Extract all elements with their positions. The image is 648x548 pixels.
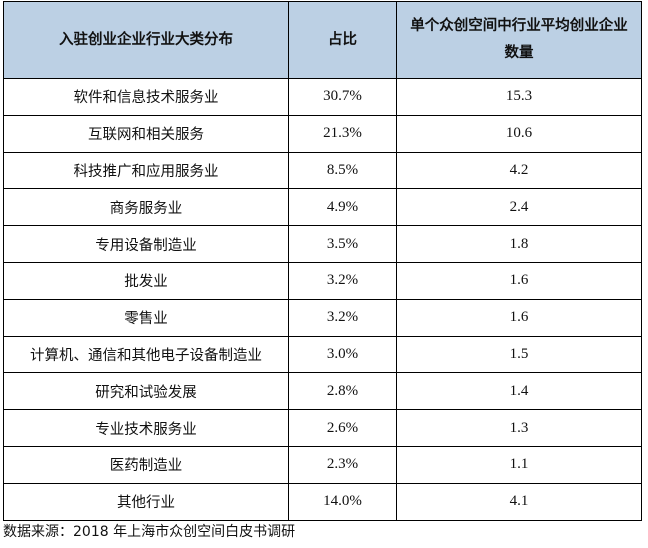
cell-avg: 2.4 <box>396 188 642 227</box>
table-row: 批发业 3.2% 1.6 <box>3 261 642 300</box>
cell-avg: 1.5 <box>396 335 642 374</box>
table-row: 专用设备制造业 3.5% 1.8 <box>3 225 642 263</box>
cell-avg: 4.1 <box>396 482 642 521</box>
table-header-row: 入驻创业企业行业大类分布 占比 单个众创空间中行业平均创业企业数量 <box>3 1 642 79</box>
cell-avg: 10.6 <box>396 114 642 153</box>
cell-share: 3.2% <box>288 261 397 300</box>
header-industry: 入驻创业企业行业大类分布 <box>3 1 289 79</box>
industry-distribution-table: 入驻创业企业行业大类分布 占比 单个众创空间中行业平均创业企业数量 软件和信息技… <box>3 1 642 521</box>
cell-industry: 其他行业 <box>3 482 289 521</box>
cell-avg: 1.1 <box>396 445 642 484</box>
table-row: 医药制造业 2.3% 1.1 <box>3 445 642 484</box>
header-share: 占比 <box>288 1 397 79</box>
cell-share: 21.3% <box>288 114 397 153</box>
cell-industry: 批发业 <box>3 261 289 300</box>
table-row: 计算机、通信和其他电子设备制造业 3.0% 1.5 <box>3 335 642 374</box>
header-avg-count: 单个众创空间中行业平均创业企业数量 <box>396 1 642 79</box>
table-row: 其他行业 14.0% 4.1 <box>3 482 642 521</box>
cell-avg: 1.3 <box>396 409 642 447</box>
table-row: 研究和试验发展 2.8% 1.4 <box>3 372 642 411</box>
table-row: 零售业 3.2% 1.6 <box>3 298 642 337</box>
cell-industry: 软件和信息技术服务业 <box>3 78 289 116</box>
cell-share: 3.2% <box>288 298 397 337</box>
cell-avg: 15.3 <box>396 78 642 116</box>
cell-share: 14.0% <box>288 482 397 521</box>
table-row: 专业技术服务业 2.6% 1.3 <box>3 409 642 447</box>
cell-avg: 1.6 <box>396 298 642 337</box>
cell-share: 3.5% <box>288 225 397 263</box>
cell-industry: 计算机、通信和其他电子设备制造业 <box>3 335 289 374</box>
cell-industry: 医药制造业 <box>3 445 289 484</box>
table-row: 科技推广和应用服务业 8.5% 4.2 <box>3 151 642 190</box>
cell-avg: 1.6 <box>396 261 642 300</box>
cell-industry: 商务服务业 <box>3 188 289 227</box>
cell-share: 2.8% <box>288 372 397 411</box>
table-row: 商务服务业 4.9% 2.4 <box>3 188 642 227</box>
cell-industry: 零售业 <box>3 298 289 337</box>
cell-avg: 4.2 <box>396 151 642 190</box>
cell-avg: 1.8 <box>396 225 642 263</box>
cell-share: 30.7% <box>288 78 397 116</box>
cell-industry: 研究和试验发展 <box>3 372 289 411</box>
table-container: 入驻创业企业行业大类分布 占比 单个众创空间中行业平均创业企业数量 软件和信息技… <box>3 1 642 521</box>
cell-industry: 科技推广和应用服务业 <box>3 151 289 190</box>
data-source-note: 数据来源：2018 年上海市众创空间白皮书调研 <box>3 524 296 540</box>
cell-industry: 互联网和相关服务 <box>3 114 289 153</box>
cell-share: 2.3% <box>288 445 397 484</box>
cell-industry: 专业技术服务业 <box>3 409 289 447</box>
cell-industry: 专用设备制造业 <box>3 225 289 263</box>
table-row: 软件和信息技术服务业 30.7% 15.3 <box>3 78 642 116</box>
table-row: 互联网和相关服务 21.3% 10.6 <box>3 114 642 153</box>
cell-share: 4.9% <box>288 188 397 227</box>
cell-avg: 1.4 <box>396 372 642 411</box>
cell-share: 3.0% <box>288 335 397 374</box>
cell-share: 8.5% <box>288 151 397 190</box>
cell-share: 2.6% <box>288 409 397 447</box>
